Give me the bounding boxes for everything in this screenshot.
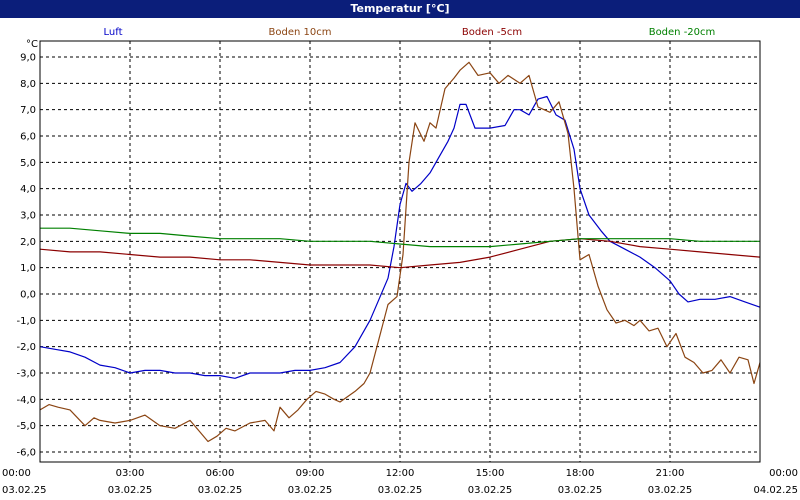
y-tick-label: 4,0 — [20, 184, 36, 195]
y-tick-label: -4,0 — [16, 395, 36, 406]
x-tick-date: 03.02.25 — [198, 485, 243, 496]
y-tick-label: 7,0 — [20, 105, 36, 116]
y-tick-label: 5,0 — [20, 158, 36, 169]
window-title-bar: Temperatur [°C] — [0, 0, 800, 18]
y-tick-label: 0,0 — [20, 290, 36, 301]
y-tick-label: 6,0 — [20, 132, 36, 143]
x-tick-time: 09:00 — [296, 468, 325, 479]
legend: Luft Boden 10cm Boden -5cm Boden -20cm — [104, 27, 716, 38]
y-tick-label: 3,0 — [20, 211, 36, 222]
x-tick-date: 03.02.25 — [468, 485, 513, 496]
y-tick-label: 2,0 — [20, 237, 36, 248]
x-tick-time: 03:00 — [116, 468, 145, 479]
series-line-boden-20cm — [40, 227, 760, 248]
x-tick-date: 03.02.25 — [108, 485, 153, 496]
x-tick-time: 21:00 — [656, 468, 685, 479]
y-tick-label: 8,0 — [20, 79, 36, 90]
y-tick-label: -2,0 — [16, 342, 36, 353]
x-axis-ticks: 00:00 03.02.25 03:00 03.02.25 06:00 03.02.25 0… — [2, 468, 798, 496]
y-tick-label: -3,0 — [16, 369, 36, 380]
series-line-luft — [39, 95, 761, 379]
y-tick-label: 9,0 — [20, 53, 36, 64]
legend-entry: Boden -5cm — [462, 27, 522, 38]
series-line-boden-10cm — [39, 61, 761, 443]
window-title: Temperatur [°C] — [350, 2, 450, 15]
x-tick-time: 12:00 — [386, 468, 415, 479]
temperature-chart: 9,0 8,0 7,0 6,0 5,0 4,0 3,0 2,0 1,0 0,0 -1,0 -2,0 -3… — [2, 27, 798, 496]
x-tick-date: 03.02.25 — [558, 485, 603, 496]
y-axis-ticks: 9,0 8,0 7,0 6,0 5,0 4,0 3,0 2,0 1,0 0,0 -1,0 -2,0 -3… — [16, 53, 36, 459]
y-tick-label: -6,0 — [16, 448, 36, 459]
x-tick-date: 04.02.25 — [753, 485, 798, 496]
x-tick-time: 06:00 — [206, 468, 235, 479]
legend-entry: Boden 10cm — [269, 27, 332, 38]
x-tick-time: 00:00 — [769, 468, 798, 479]
plot-area-frame — [39, 40, 761, 463]
y-axis-unit: °C — [26, 39, 38, 50]
y-tick-label: -5,0 — [16, 421, 36, 432]
y-tick-label: 1,0 — [20, 263, 36, 274]
x-tick-time: 18:00 — [566, 468, 595, 479]
x-tick-time: 15:00 — [476, 468, 505, 479]
x-tick-date: 03.02.25 — [378, 485, 423, 496]
y-tick-label: -1,0 — [16, 316, 36, 327]
x-tick-date: 03.02.25 — [288, 485, 333, 496]
legend-entry: Boden -20cm — [649, 27, 716, 38]
x-tick-date: 03.02.25 — [648, 485, 693, 496]
grid — [40, 41, 760, 462]
x-tick-time: 00:00 — [2, 468, 31, 479]
legend-entry: Luft — [104, 27, 123, 38]
series-lines — [39, 61, 761, 443]
series-line-boden-5cm — [39, 238, 761, 269]
x-tick-date: 03.02.25 — [2, 485, 47, 496]
